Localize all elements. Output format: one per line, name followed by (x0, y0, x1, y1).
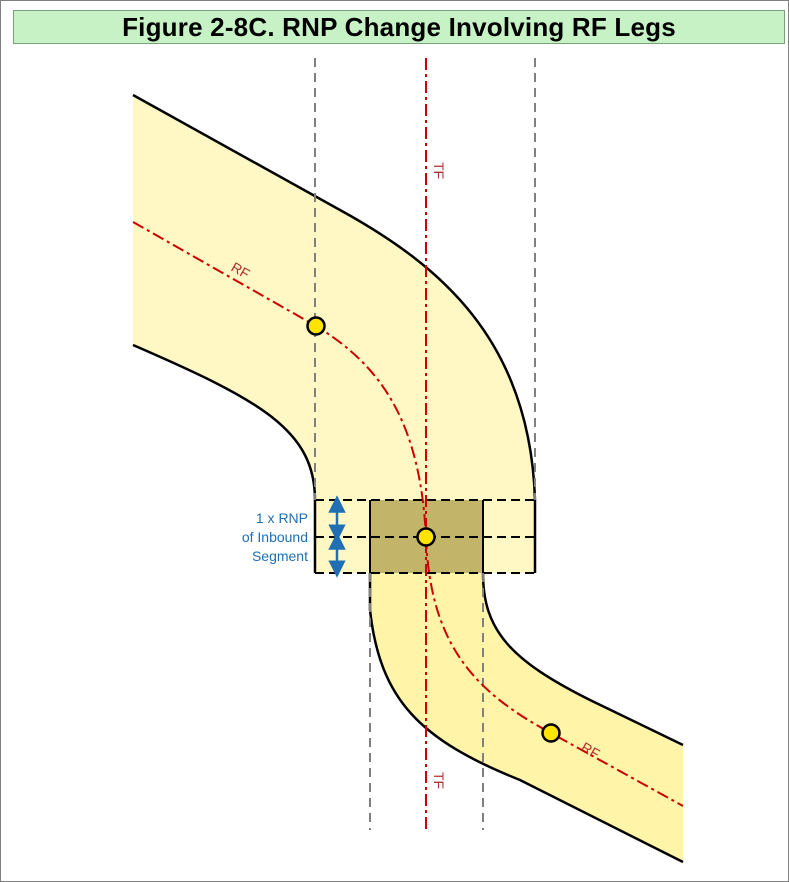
tf-label-lower: TF (431, 772, 447, 789)
outbound-segment-area (370, 573, 683, 862)
rf-track-path (132, 221, 684, 807)
rnp-annotation-line-2: of Inbound (242, 529, 308, 545)
fix-marker-transition (416, 527, 436, 547)
inbound-segment-inner-edge (132, 343, 317, 573)
inbound-segment-area (133, 95, 535, 573)
outbound-segment-right-edge (481, 572, 684, 747)
tf-label-upper: TF (431, 162, 447, 179)
fix-marker-inbound (306, 316, 326, 336)
rnp-annotation-line-1: 1 x RNP (256, 510, 308, 526)
figure-title: Figure 2-8C. RNP Change Involving RF Leg… (13, 10, 785, 44)
inbound-segment-outer-edge (132, 93, 537, 573)
rnp-annotation-line-3: Segment (252, 548, 308, 564)
fix-marker-outbound (541, 723, 561, 743)
outbound-segment-left-edge (368, 573, 684, 864)
